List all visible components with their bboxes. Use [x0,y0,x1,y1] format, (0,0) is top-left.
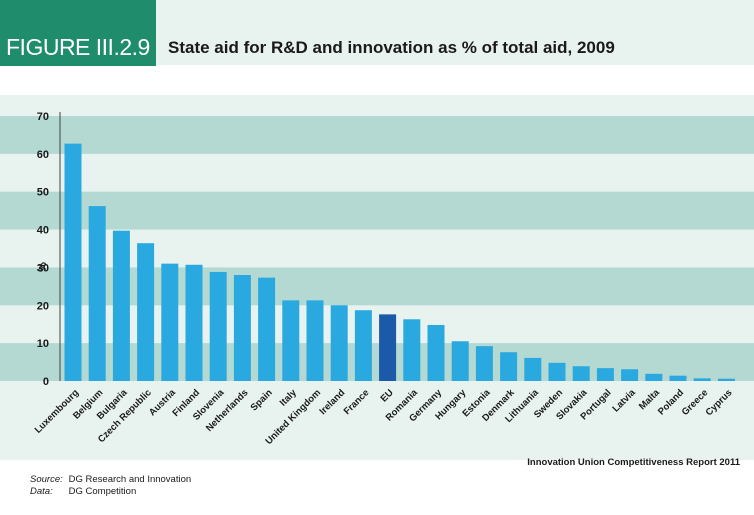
x-tick-label: Spain [249,387,275,413]
bar [282,300,300,381]
bar [112,230,130,381]
x-tick-label: Ireland [318,387,348,417]
bar [306,300,324,381]
bar [185,264,203,381]
bar [693,378,711,381]
data-value: DG Competition [68,486,137,497]
bar [354,310,372,381]
bar [717,378,735,381]
x-tick-label: EU [379,387,396,404]
source-line: Source: DG Research and Innovation [30,474,191,485]
bar [572,366,590,381]
bar [403,319,421,381]
bar [379,314,397,381]
bar-chart: 010203040506070%LuxembourgBelgiumBulgari… [0,111,754,447]
source-key: Source: [30,474,63,485]
bar [161,263,179,381]
data-line: Data: DG Competition [30,486,136,497]
report-credit: Innovation Union Competitiveness Report … [527,457,740,468]
bar [596,368,614,381]
bar [475,346,493,381]
y-axis-title: % [37,262,49,272]
bar [330,305,348,381]
grid-band [0,116,754,154]
bar [669,375,687,381]
bar [451,341,469,381]
chart-title: State aid for R&D and innovation as % of… [168,38,615,57]
bar [645,373,663,381]
bar [137,243,155,381]
y-tick-label: 30 [37,262,49,274]
bar [548,362,566,381]
bar [88,206,106,381]
bar [258,277,276,381]
bar [209,271,227,381]
x-tick-label: France [342,387,372,417]
bar [500,352,518,381]
x-tick-label: Cyprus [704,387,735,418]
source-value: DG Research and Innovation [68,474,192,485]
bar [621,369,639,381]
bar [427,324,445,381]
grid-band [0,191,754,230]
bar [64,143,82,381]
y-tick-label: 50 [37,187,49,199]
y-tick-label: 40 [37,225,49,237]
y-tick-label: 20 [37,300,49,312]
bar [524,357,542,381]
y-tick-label: 0 [43,376,49,388]
y-tick-label: 10 [37,338,49,350]
y-tick-label: 60 [37,149,49,161]
bar [233,275,251,381]
figure-label: FIGURE III.2.9 [0,0,156,66]
data-key: Data: [30,486,53,497]
y-tick-label: 70 [37,111,49,123]
x-tick-label: Latvia [611,387,639,415]
